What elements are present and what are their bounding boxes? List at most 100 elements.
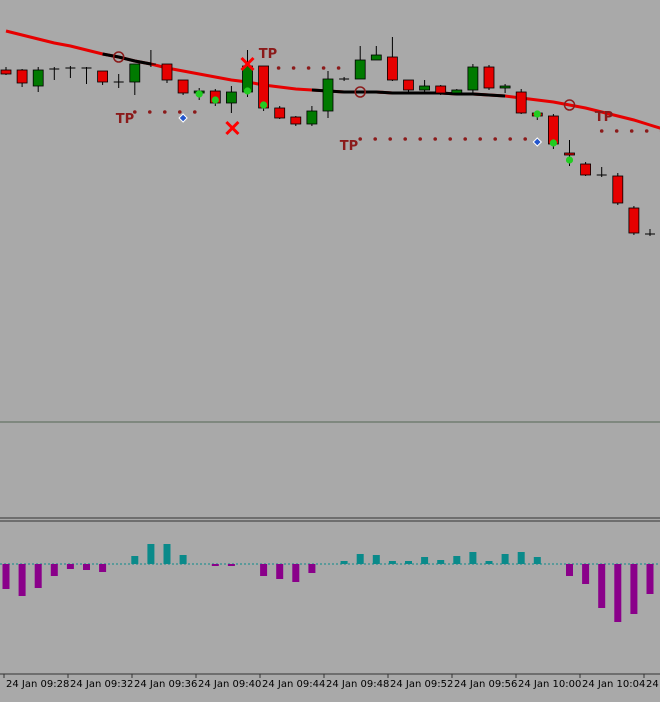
histogram-bar-positive <box>164 544 171 564</box>
tp-dot <box>178 110 182 114</box>
candle-bull <box>355 60 365 79</box>
time-tick-label: 24 Jan 09:56 <box>454 679 517 690</box>
candle-bear <box>162 64 172 80</box>
time-tick-label: 24 Jan 09:52 <box>390 679 453 690</box>
histogram-bar-negative <box>99 564 106 572</box>
time-tick-label: 24 Jan 09:48 <box>326 679 389 690</box>
signal-green-dot <box>244 87 251 94</box>
histogram-bar-negative <box>228 564 235 566</box>
candle-bull <box>226 92 236 103</box>
candle-bear <box>613 176 623 203</box>
time-tick-label: 24 Jan 09:32 <box>70 679 133 690</box>
histogram-bar-negative <box>308 564 315 573</box>
signal-green-dot <box>260 101 267 108</box>
histogram-bar-positive <box>534 557 541 564</box>
histogram-bar-positive <box>389 561 396 564</box>
histogram-bar-positive <box>373 555 380 564</box>
tp-dot <box>322 66 326 70</box>
candle-bull <box>371 55 381 60</box>
candle-bull <box>500 86 510 88</box>
time-tick-label: 24 Jan 10:08 <box>646 679 660 690</box>
candle-bull <box>452 90 462 93</box>
histogram-bar-negative <box>292 564 299 582</box>
signal-green-dot <box>550 139 557 146</box>
tp-dot <box>403 137 407 141</box>
candle-bull <box>130 64 140 82</box>
tp-dot <box>337 66 341 70</box>
tp-dot <box>358 137 362 141</box>
histogram-bar-positive <box>147 544 154 564</box>
candle-bull <box>420 86 430 90</box>
histogram-bar-positive <box>421 557 428 564</box>
tp-label: TP <box>116 112 134 127</box>
histogram-bar-negative <box>51 564 58 576</box>
candle-bear <box>436 86 446 93</box>
tp-dot <box>478 137 482 141</box>
tp-dot <box>463 137 467 141</box>
candle-bear <box>275 108 285 118</box>
candle-bear <box>516 92 526 113</box>
candle-bear <box>1 70 11 74</box>
candle-bear <box>98 71 108 82</box>
tp-dot <box>388 137 392 141</box>
histogram-bar-positive <box>518 552 525 564</box>
histogram-bar-positive <box>357 554 364 564</box>
tp-dot <box>148 110 152 114</box>
tp-label: TP <box>259 47 277 62</box>
histogram-bar-positive <box>405 561 412 564</box>
histogram-bar-negative <box>598 564 605 608</box>
candle-bear <box>387 57 397 80</box>
candle-bear <box>581 164 591 175</box>
tp-dot <box>448 137 452 141</box>
tp-dot <box>630 129 634 133</box>
histogram-bar-negative <box>630 564 637 614</box>
histogram-bar-negative <box>212 564 219 566</box>
candle-bull <box>307 111 317 124</box>
time-tick-label: 24 Jan 09:36 <box>134 679 197 690</box>
histogram-bar-negative <box>260 564 267 576</box>
histogram-bar-positive <box>180 555 187 564</box>
candle-bear <box>629 208 639 233</box>
candle-bear <box>17 70 27 83</box>
tp-dot <box>373 137 377 141</box>
candle-bear <box>484 67 494 88</box>
tp-dot <box>615 129 619 133</box>
time-tick-label: 24 Jan 09:40 <box>198 679 261 690</box>
histogram-bar-negative <box>3 564 10 589</box>
tp-dot <box>193 110 197 114</box>
tp-dot <box>418 137 422 141</box>
tp-dot <box>292 66 296 70</box>
histogram-bar-negative <box>614 564 621 622</box>
time-tick-label: 24 Jan 09:44 <box>262 679 325 690</box>
histogram-bar-negative <box>276 564 283 579</box>
time-tick-label: 24 Jan 09:28 <box>6 679 69 690</box>
histogram-bar-negative <box>35 564 42 588</box>
signal-green-dot <box>212 96 219 103</box>
tp-dot <box>433 137 437 141</box>
histogram-bar-positive <box>131 556 138 564</box>
histogram-bar-positive <box>341 561 348 564</box>
tp-dot <box>508 137 512 141</box>
histogram-bar-negative <box>19 564 26 596</box>
tp-label: TP <box>595 110 613 125</box>
tp-dot <box>523 137 527 141</box>
tp-dot <box>277 66 281 70</box>
histogram-bar-negative <box>67 564 74 569</box>
candle-bear <box>291 117 301 124</box>
candle-bear <box>178 80 188 93</box>
histogram-bar-positive <box>486 561 493 564</box>
candle-bear <box>565 153 575 155</box>
histogram-bar-negative <box>83 564 90 570</box>
candle-bull <box>33 70 43 86</box>
candle-bear <box>404 80 414 90</box>
tp-dot <box>493 137 497 141</box>
histogram-bar-positive <box>469 552 476 564</box>
tp-dot <box>163 110 167 114</box>
signal-green-dot <box>566 156 573 163</box>
histogram-bar-negative <box>566 564 573 576</box>
histogram-bar-positive <box>453 556 460 564</box>
histogram-bar-negative <box>582 564 589 584</box>
tp-dot <box>645 129 649 133</box>
